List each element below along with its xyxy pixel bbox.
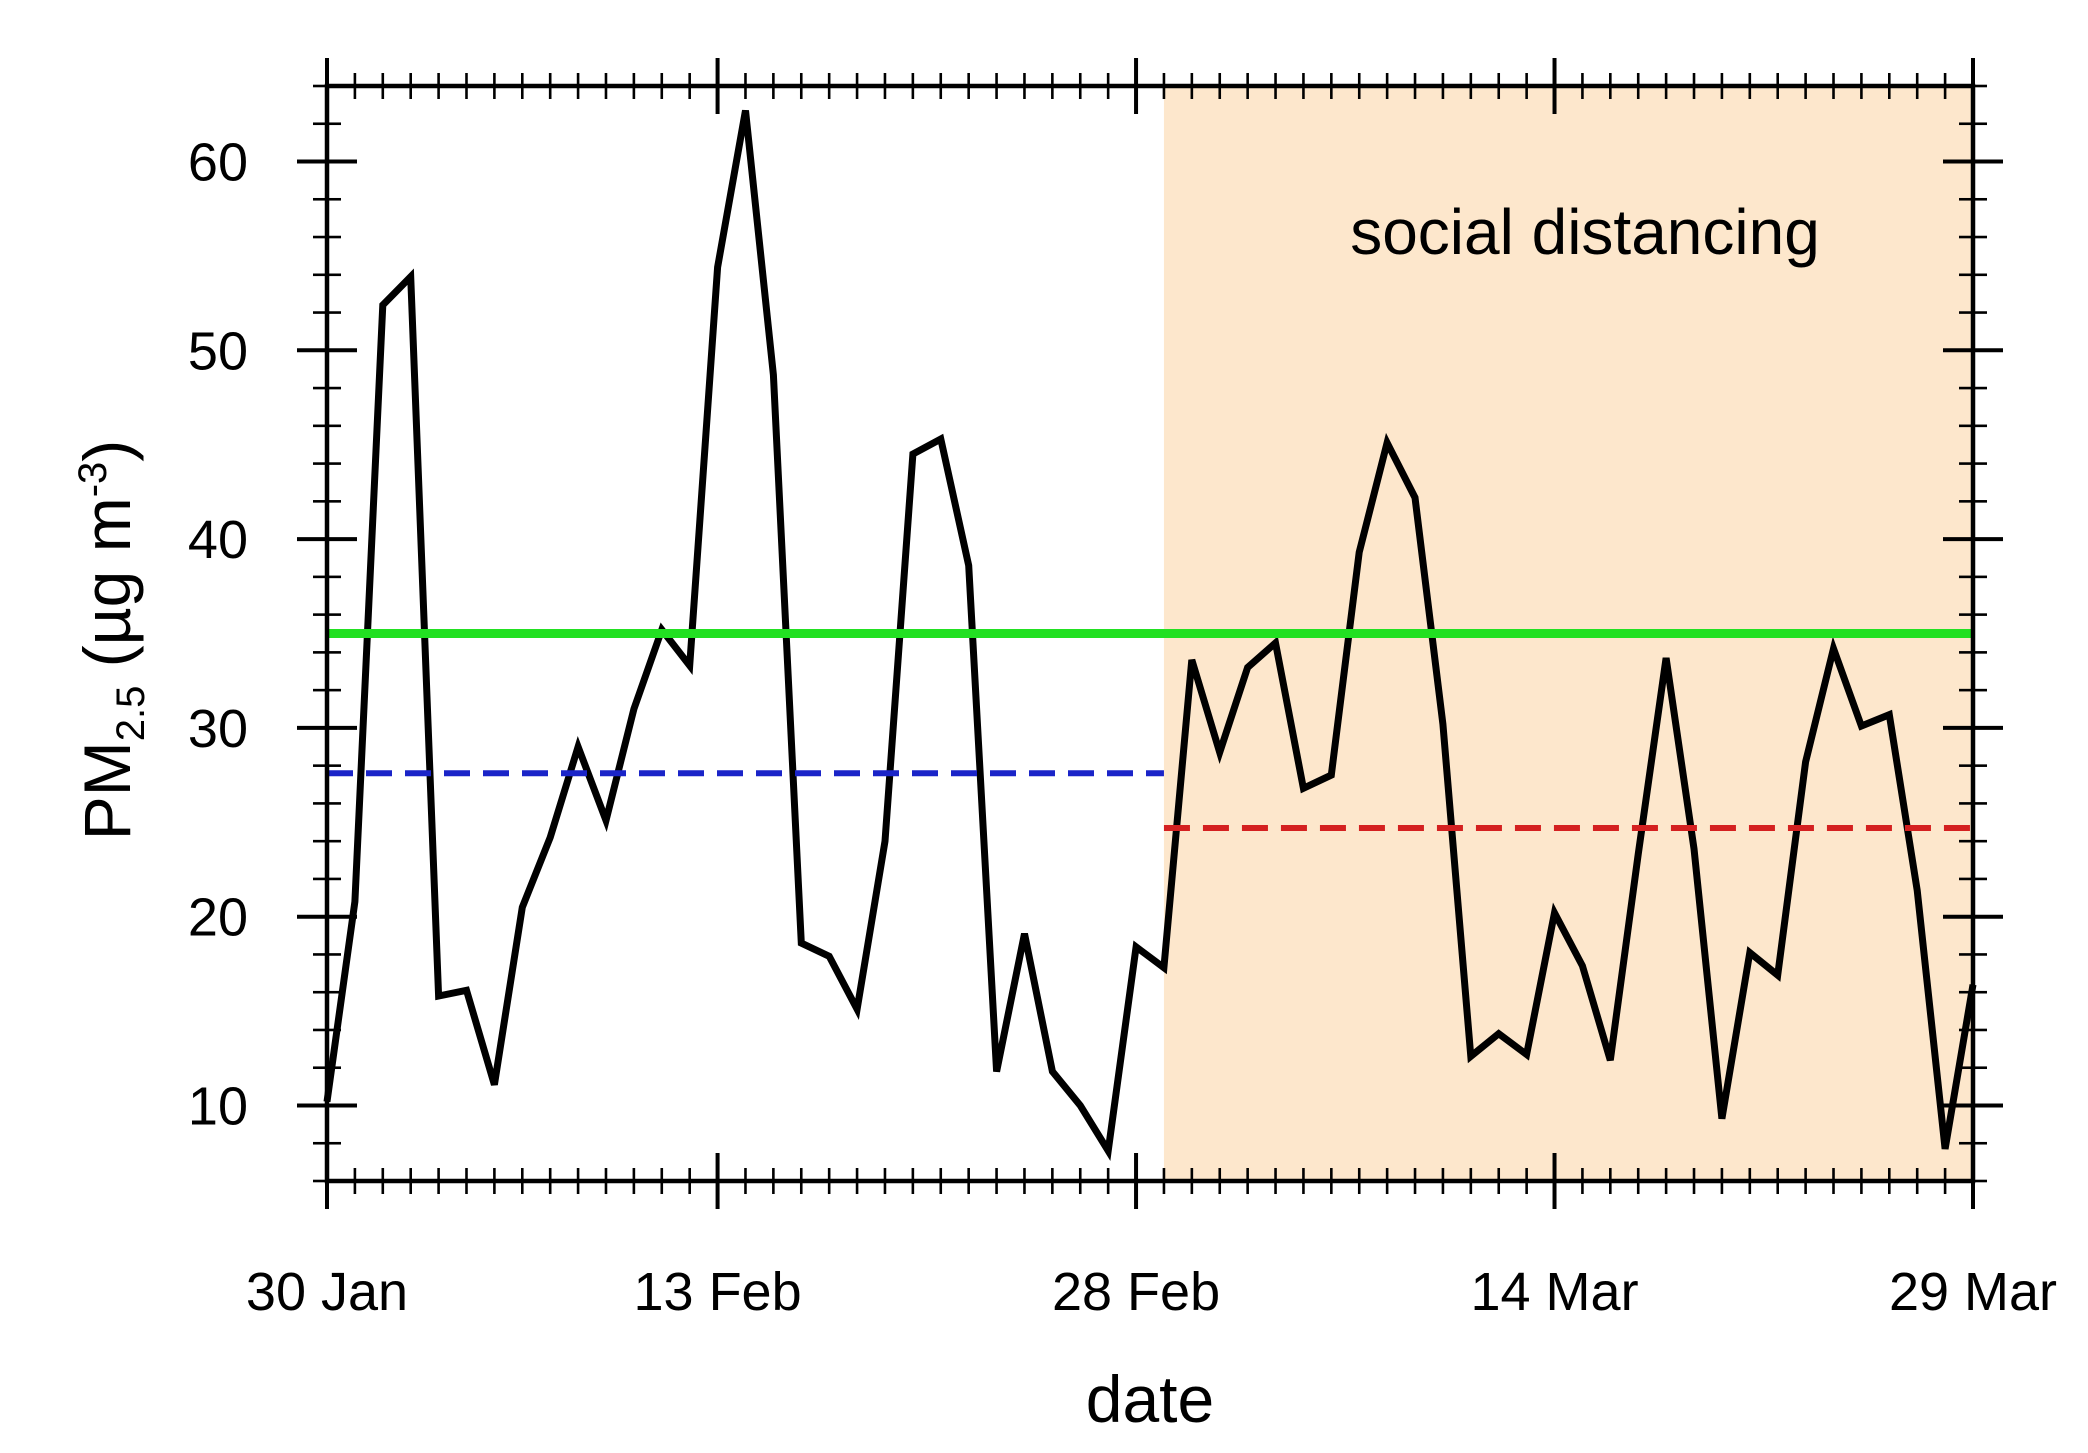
y-tick-label: 40 <box>188 510 248 570</box>
y-axis-title-main: PM <box>70 741 144 840</box>
y-axis-title-close: ) <box>70 440 144 462</box>
y-tick-label: 30 <box>188 699 248 759</box>
x-tick-labels: 30 Jan 13 Feb 28 Feb 14 Mar 29 Mar <box>246 1262 2057 1322</box>
x-axis-title: date <box>1086 1362 1214 1436</box>
series-line-pm25 <box>323 109 1977 1161</box>
y-tick-labels: 10 20 30 40 50 60 <box>188 133 248 1137</box>
y-tick-label: 60 <box>188 133 248 193</box>
y-axis-title-sup: -3 <box>71 462 115 498</box>
y-axis-title: PM2.5 (µg m-3) <box>70 440 153 841</box>
y-tick-label: 20 <box>188 888 248 948</box>
x-tick-label: 28 Feb <box>1052 1262 1220 1322</box>
y-tick-label: 10 <box>188 1076 248 1136</box>
plot-frame <box>324 83 1976 1184</box>
y-axis-title-sub: 2.5 <box>109 686 153 742</box>
shaded-region-label: social distancing <box>1350 196 1820 268</box>
y-tick-label: 50 <box>188 321 248 381</box>
x-tick-label: 29 Mar <box>1889 1262 2057 1322</box>
y-axis-title-unit: (µg m <box>70 497 144 685</box>
x-tick-label: 30 Jan <box>246 1262 408 1322</box>
x-tick-label: 13 Feb <box>634 1262 802 1322</box>
x-tick-label: 14 Mar <box>1470 1262 1638 1322</box>
series-group <box>323 109 1977 1161</box>
